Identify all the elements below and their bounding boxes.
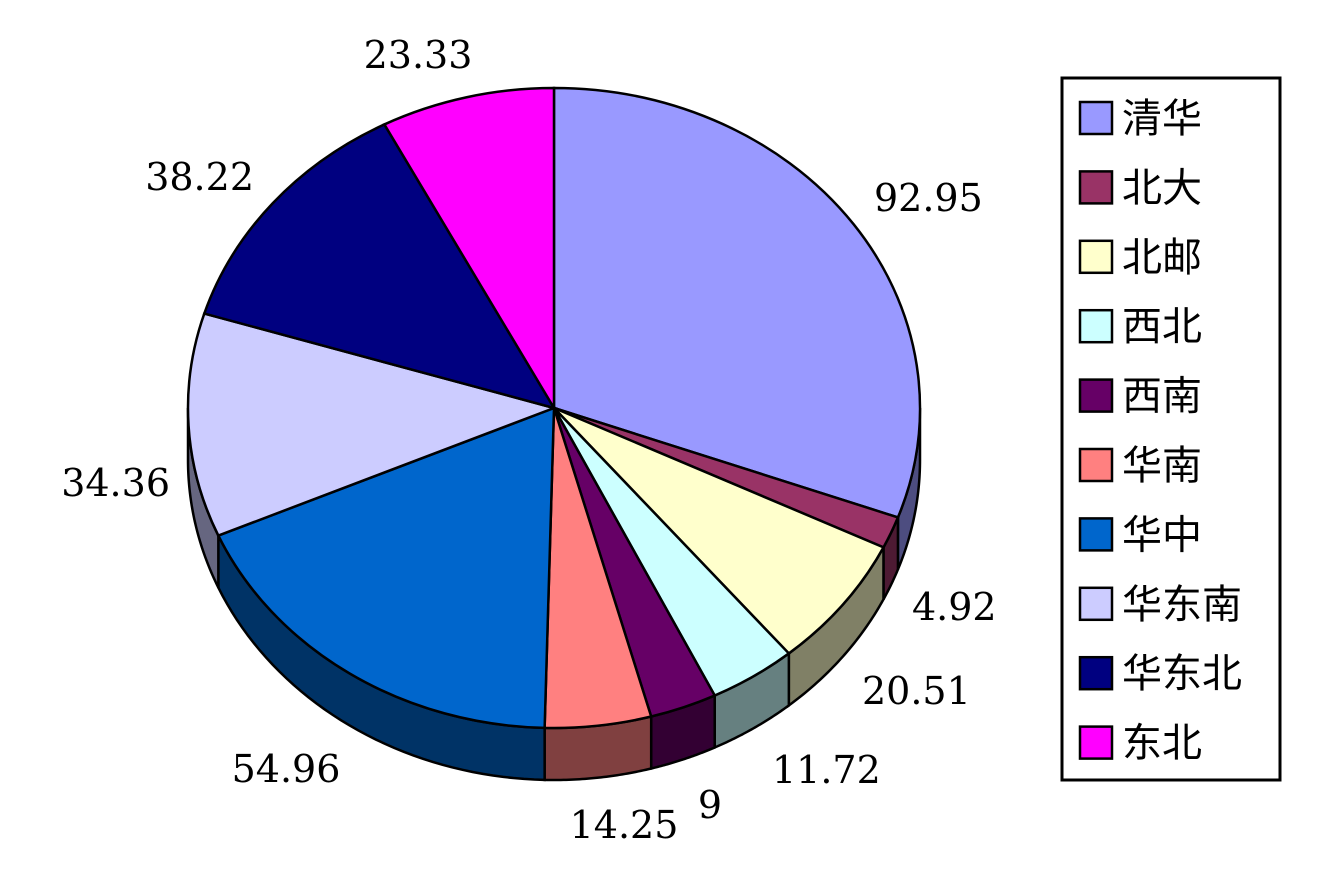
legend-swatch-3 — [1078, 308, 1114, 344]
legend-label-8: 华东北 — [1122, 651, 1242, 697]
legend-label-9: 东北 — [1122, 721, 1202, 767]
pie-slice-0 — [552, 86, 922, 519]
data-label-0: 92.95 — [874, 176, 983, 220]
data-label-9: 23.33 — [364, 33, 473, 77]
legend-swatch-1 — [1078, 170, 1114, 205]
data-label-2: 20.51 — [862, 669, 971, 713]
legend-label-2: 北邮 — [1122, 235, 1202, 281]
legend-swatch-0 — [1078, 100, 1114, 136]
data-label-5: 14.25 — [570, 803, 679, 847]
legend-label-7: 华东南 — [1122, 582, 1242, 628]
legend-swatch-5 — [1078, 447, 1114, 483]
legend-label-6: 华中 — [1122, 512, 1202, 558]
pie-top — [186, 86, 922, 730]
pie-slice-9 — [382, 86, 556, 413]
pie-slice-6 — [216, 406, 556, 730]
legend-label-1: 北大 — [1122, 165, 1202, 211]
legend-label-5: 华南 — [1122, 443, 1202, 489]
pie-slice-2 — [553, 406, 886, 656]
legend-swatch-4 — [1078, 378, 1114, 413]
data-label-1: 4.92 — [912, 585, 997, 629]
pie-slice-8 — [202, 122, 557, 411]
legend-swatch-9 — [1078, 725, 1114, 760]
legend-label-4: 西南 — [1122, 374, 1202, 420]
legend-label-3: 西北 — [1122, 304, 1202, 350]
data-labels: 92.95 4.92 20.51 11.72 9 14.25 54.96 34.36 38.22… — [61, 33, 996, 847]
data-label-8: 38.22 — [145, 155, 254, 199]
legend-swatch-6 — [1078, 517, 1114, 552]
pie-slice-7 — [186, 312, 559, 538]
legend-swatch-7 — [1078, 586, 1114, 622]
data-label-4: 9 — [698, 783, 722, 827]
data-label-7: 34.36 — [61, 461, 170, 505]
legend-swatch-8 — [1078, 655, 1114, 691]
legend-swatch-2 — [1078, 239, 1114, 275]
data-label-3: 11.72 — [772, 748, 881, 792]
legend-label-0: 清华 — [1122, 96, 1202, 142]
data-label-6: 54.96 — [232, 747, 341, 791]
